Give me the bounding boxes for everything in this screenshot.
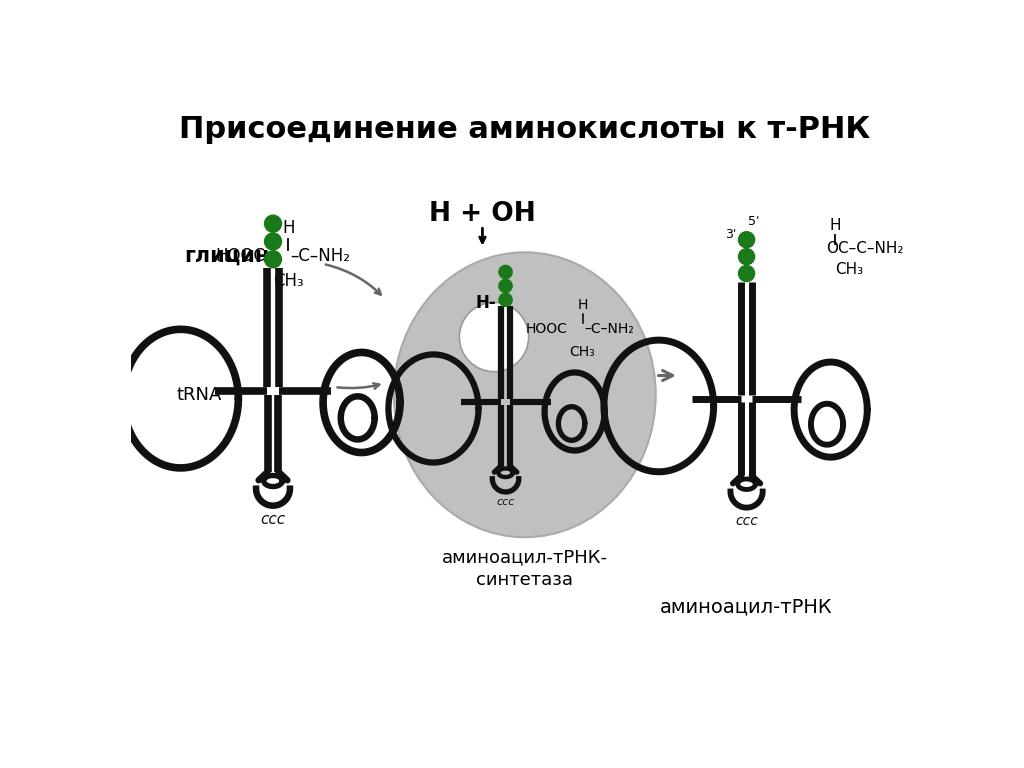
Circle shape bbox=[738, 232, 755, 248]
Text: H: H bbox=[829, 218, 841, 233]
Circle shape bbox=[460, 303, 528, 372]
Circle shape bbox=[264, 215, 282, 232]
Text: tRNA: tRNA bbox=[177, 386, 222, 404]
Text: 3': 3' bbox=[725, 228, 736, 241]
Circle shape bbox=[264, 233, 282, 250]
Text: ccc: ccc bbox=[497, 497, 515, 507]
Circle shape bbox=[264, 251, 282, 268]
Text: глицин: глицин bbox=[184, 247, 269, 266]
Text: CH₃: CH₃ bbox=[569, 345, 595, 359]
Text: H + OH: H + OH bbox=[429, 200, 536, 227]
Ellipse shape bbox=[394, 253, 655, 538]
Circle shape bbox=[499, 266, 512, 279]
Text: OC–C–NH₂: OC–C–NH₂ bbox=[826, 241, 903, 256]
Text: CH₃: CH₃ bbox=[835, 263, 863, 277]
Text: H: H bbox=[283, 219, 295, 237]
Text: HOOC: HOOC bbox=[525, 323, 567, 336]
Text: ccc: ccc bbox=[260, 512, 286, 528]
Text: H-: H- bbox=[475, 294, 496, 312]
Text: 5': 5' bbox=[748, 215, 760, 228]
Text: H: H bbox=[578, 299, 588, 313]
Circle shape bbox=[738, 249, 755, 265]
Text: HOOC: HOOC bbox=[215, 247, 265, 265]
Text: аминоацил-тРНК: аминоацил-тРНК bbox=[660, 597, 833, 616]
Circle shape bbox=[738, 266, 755, 282]
Text: –C–NH₂: –C–NH₂ bbox=[290, 247, 350, 265]
Circle shape bbox=[499, 293, 512, 306]
Circle shape bbox=[499, 280, 512, 293]
Text: CH₃: CH₃ bbox=[273, 272, 304, 290]
Text: ccc: ccc bbox=[735, 514, 758, 528]
Text: Присоединение аминокислоты к т-РНК: Присоединение аминокислоты к т-РНК bbox=[179, 114, 870, 144]
Text: аминоацил-тРНК-
синтетаза: аминоацил-тРНК- синтетаза bbox=[441, 549, 608, 589]
Text: –C–NH₂: –C–NH₂ bbox=[584, 323, 634, 336]
